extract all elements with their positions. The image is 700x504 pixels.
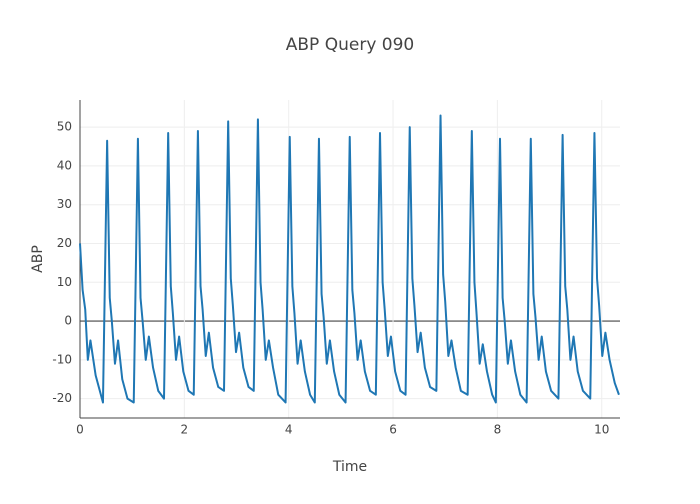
y-tick-label: -20 (52, 391, 72, 405)
x-tick-label: 6 (389, 423, 397, 437)
x-tick-label: 2 (181, 423, 189, 437)
y-tick-label: 10 (57, 275, 72, 289)
y-tick-label: 50 (57, 120, 72, 134)
y-tick-label: -10 (52, 352, 72, 366)
data-line (79, 114, 620, 404)
x-tick-label: 10 (594, 423, 609, 437)
x-tick-label: 4 (285, 423, 293, 437)
y-tick-label: 40 (57, 158, 72, 172)
chart-title: ABP Query 090 (286, 35, 414, 55)
y-axis-title: ABP (30, 245, 46, 273)
y-tick-label: 30 (57, 197, 72, 211)
x-tick-label: 8 (494, 423, 502, 437)
x-tick-label: 0 (76, 423, 84, 437)
x-axis-title: Time (332, 459, 367, 475)
y-tick-label: 0 (64, 314, 72, 328)
y-tick-label: 20 (57, 236, 72, 250)
